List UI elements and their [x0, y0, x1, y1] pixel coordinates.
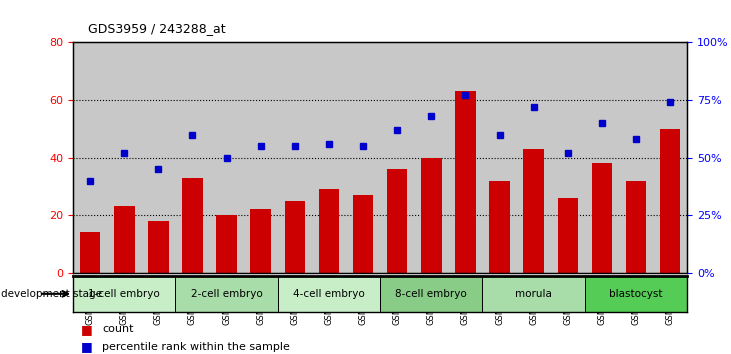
Bar — [660, 129, 681, 273]
Text: morula: morula — [515, 289, 552, 299]
Bar — [284, 201, 305, 273]
Text: percentile rank within the sample: percentile rank within the sample — [102, 342, 290, 352]
Bar — [353, 195, 374, 273]
Bar — [558, 198, 578, 273]
Text: blastocyst: blastocyst — [609, 289, 663, 299]
Bar — [421, 158, 442, 273]
Text: 2-cell embryo: 2-cell embryo — [191, 289, 262, 299]
Bar — [482, 276, 585, 312]
Text: count: count — [102, 324, 134, 334]
Bar — [114, 206, 135, 273]
Bar — [175, 276, 278, 312]
Text: ■: ■ — [80, 341, 92, 353]
Bar — [216, 215, 237, 273]
Bar — [278, 276, 380, 312]
Bar — [182, 178, 202, 273]
Bar — [380, 276, 482, 312]
Bar — [148, 221, 169, 273]
Text: ■: ■ — [80, 323, 92, 336]
Bar — [319, 189, 339, 273]
Text: development stage: development stage — [1, 289, 102, 299]
Bar — [387, 169, 407, 273]
Text: 4-cell embryo: 4-cell embryo — [293, 289, 365, 299]
Text: GDS3959 / 243288_at: GDS3959 / 243288_at — [88, 22, 225, 35]
Bar — [73, 276, 175, 312]
Bar — [523, 149, 544, 273]
Bar — [455, 91, 476, 273]
Text: 1-cell embryo: 1-cell embryo — [88, 289, 160, 299]
Bar — [80, 232, 100, 273]
Bar — [626, 181, 646, 273]
Bar — [591, 163, 612, 273]
Bar — [489, 181, 510, 273]
Bar — [585, 276, 687, 312]
Text: 8-cell embryo: 8-cell embryo — [395, 289, 467, 299]
Bar — [251, 209, 271, 273]
